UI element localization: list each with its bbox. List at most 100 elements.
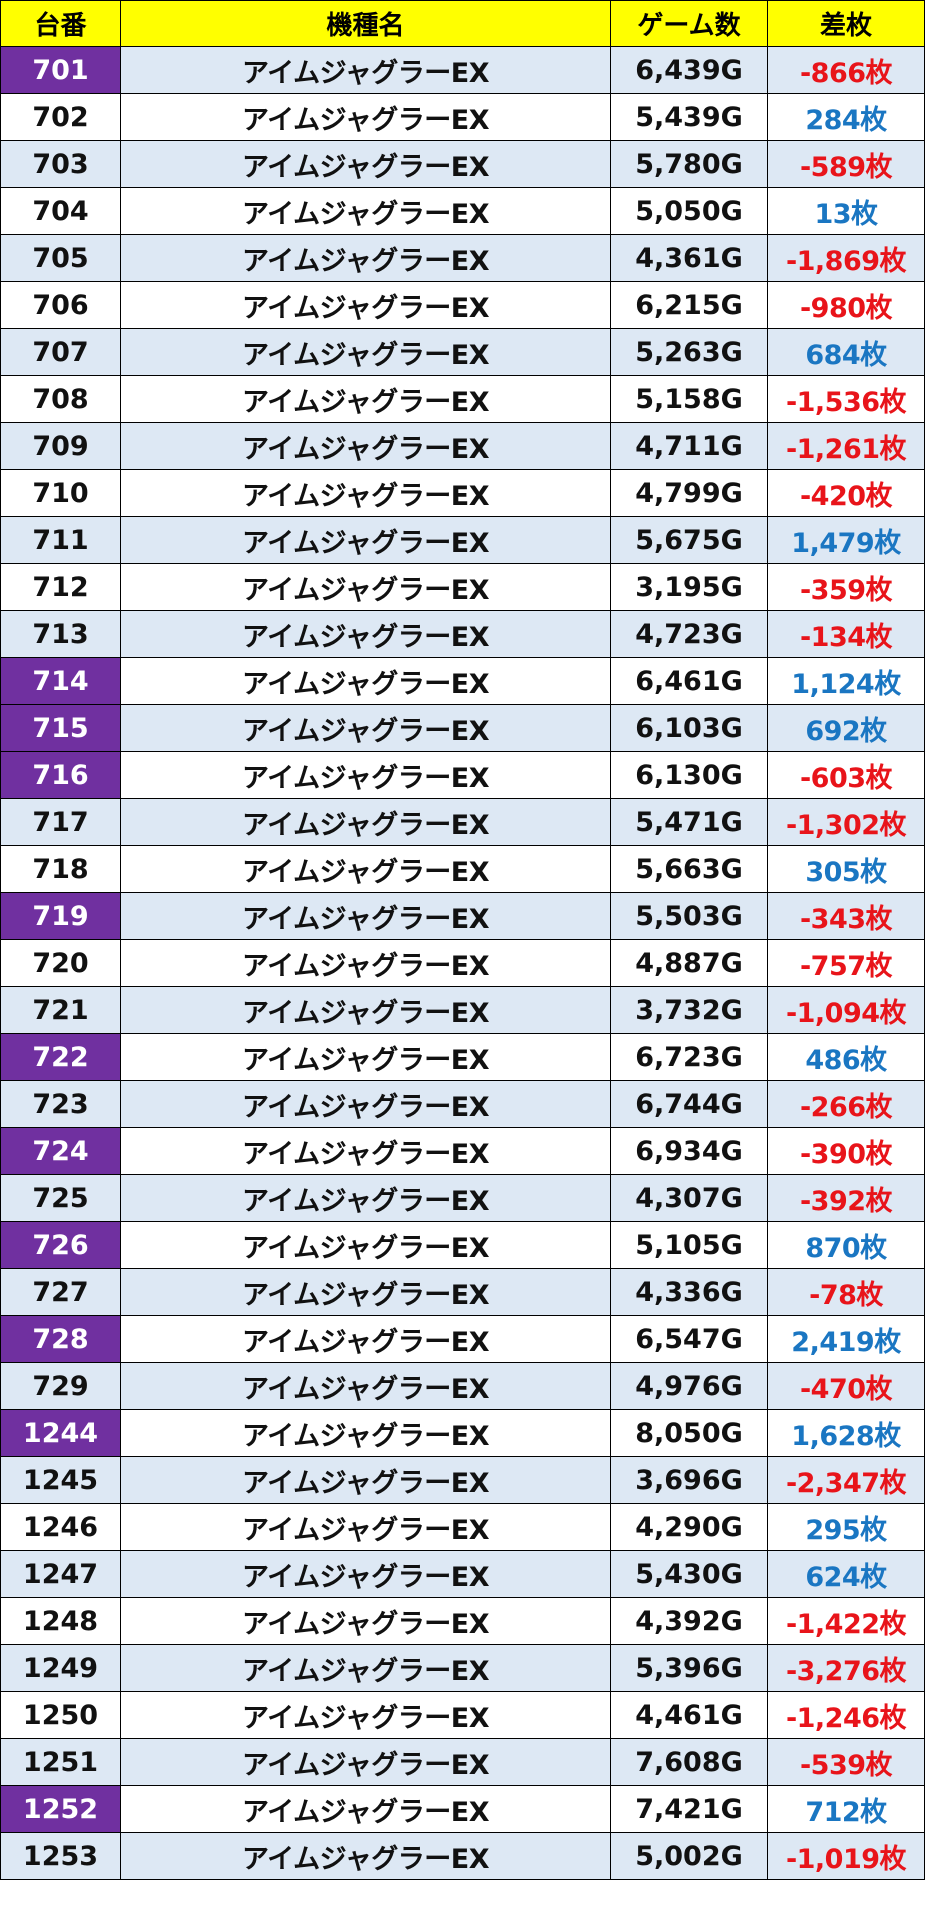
table-row: 713 アイムジャグラーEX 4,723G -134枚 <box>0 610 925 658</box>
model-name-cell: アイムジャグラーEX <box>120 1127 611 1175</box>
model-name-cell: アイムジャグラーEX <box>120 1174 611 1222</box>
game-count-cell: 5,663G <box>610 845 768 893</box>
game-count-cell: 6,215G <box>610 281 768 329</box>
table-row: 712 アイムジャグラーEX 3,195G -359枚 <box>0 563 925 611</box>
machine-no-cell: 721 <box>0 986 121 1034</box>
table-row: 1252 アイムジャグラーEX 7,421G 712枚 <box>0 1785 925 1833</box>
model-name-cell: アイムジャグラーEX <box>120 46 611 94</box>
model-name-cell: アイムジャグラーEX <box>120 751 611 799</box>
table-row: 729 アイムジャグラーEX 4,976G -470枚 <box>0 1362 925 1410</box>
model-name-cell: アイムジャグラーEX <box>120 1033 611 1081</box>
game-count-cell: 6,723G <box>610 1033 768 1081</box>
table-row: 725 アイムジャグラーEX 4,307G -392枚 <box>0 1174 925 1222</box>
table-row: 1250 アイムジャグラーEX 4,461G -1,246枚 <box>0 1691 925 1739</box>
machine-no-cell: 1245 <box>0 1456 121 1504</box>
game-count-cell: 8,050G <box>610 1409 768 1457</box>
coin-diff-cell: -343枚 <box>767 892 925 940</box>
table-row: 711 アイムジャグラーEX 5,675G 1,479枚 <box>0 516 925 564</box>
coin-diff-cell: -1,422枚 <box>767 1597 925 1645</box>
table-row: 702 アイムジャグラーEX 5,439G 284枚 <box>0 93 925 141</box>
table-row: 706 アイムジャグラーEX 6,215G -980枚 <box>0 281 925 329</box>
coin-diff-cell: -603枚 <box>767 751 925 799</box>
table-row: 717 アイムジャグラーEX 5,471G -1,302枚 <box>0 798 925 846</box>
coin-diff-cell: 486枚 <box>767 1033 925 1081</box>
coin-diff-cell: 13枚 <box>767 187 925 235</box>
table-row: 726 アイムジャグラーEX 5,105G 870枚 <box>0 1221 925 1269</box>
game-count-cell: 4,307G <box>610 1174 768 1222</box>
machine-no-cell: 708 <box>0 375 121 423</box>
model-name-cell: アイムジャグラーEX <box>120 1597 611 1645</box>
model-name-cell: アイムジャグラーEX <box>120 892 611 940</box>
coin-diff-cell: -539枚 <box>767 1738 925 1786</box>
machine-no-cell: 723 <box>0 1080 121 1128</box>
model-name-cell: アイムジャグラーEX <box>120 187 611 235</box>
game-count-cell: 6,547G <box>610 1315 768 1363</box>
game-count-cell: 4,461G <box>610 1691 768 1739</box>
coin-diff-cell: 1,124枚 <box>767 657 925 705</box>
coin-diff-cell: -2,347枚 <box>767 1456 925 1504</box>
table-row: 701 アイムジャグラーEX 6,439G -866枚 <box>0 46 925 94</box>
table-row: 718 アイムジャグラーEX 5,663G 305枚 <box>0 845 925 893</box>
machine-no-cell: 724 <box>0 1127 121 1175</box>
coin-diff-cell: -420枚 <box>767 469 925 517</box>
table-row: 721 アイムジャグラーEX 3,732G -1,094枚 <box>0 986 925 1034</box>
model-name-cell: アイムジャグラーEX <box>120 469 611 517</box>
table-row: 707 アイムジャグラーEX 5,263G 684枚 <box>0 328 925 376</box>
model-name-cell: アイムジャグラーEX <box>120 798 611 846</box>
table-row: 724 アイムジャグラーEX 6,934G -390枚 <box>0 1127 925 1175</box>
machine-no-cell: 720 <box>0 939 121 987</box>
model-name-cell: アイムジャグラーEX <box>120 657 611 705</box>
machine-no-cell: 702 <box>0 93 121 141</box>
model-name-cell: アイムジャグラーEX <box>120 422 611 470</box>
model-name-cell: アイムジャグラーEX <box>120 1503 611 1551</box>
coin-diff-cell: 870枚 <box>767 1221 925 1269</box>
table-row: 1245 アイムジャグラーEX 3,696G -2,347枚 <box>0 1456 925 1504</box>
machine-no-cell: 711 <box>0 516 121 564</box>
coin-diff-cell: -1,302枚 <box>767 798 925 846</box>
table-row: 727 アイムジャグラーEX 4,336G -78枚 <box>0 1268 925 1316</box>
model-name-cell: アイムジャグラーEX <box>120 1785 611 1833</box>
machine-no-cell: 1253 <box>0 1832 121 1880</box>
coin-diff-cell: 305枚 <box>767 845 925 893</box>
table-row: 1247 アイムジャグラーEX 5,430G 624枚 <box>0 1550 925 1598</box>
table-row: 716 アイムジャグラーEX 6,130G -603枚 <box>0 751 925 799</box>
coin-diff-cell: 1,479枚 <box>767 516 925 564</box>
model-name-cell: アイムジャグラーEX <box>120 1550 611 1598</box>
table-row: 710 アイムジャグラーEX 4,799G -420枚 <box>0 469 925 517</box>
game-count-cell: 7,608G <box>610 1738 768 1786</box>
game-count-cell: 3,732G <box>610 986 768 1034</box>
coin-diff-cell: -1,094枚 <box>767 986 925 1034</box>
game-count-cell: 5,503G <box>610 892 768 940</box>
table-row: 1248 アイムジャグラーEX 4,392G -1,422枚 <box>0 1597 925 1645</box>
coin-diff-cell: 2,419枚 <box>767 1315 925 1363</box>
table-row: 705 アイムジャグラーEX 4,361G -1,869枚 <box>0 234 925 282</box>
game-count-cell: 5,263G <box>610 328 768 376</box>
game-count-cell: 5,050G <box>610 187 768 235</box>
model-name-cell: アイムジャグラーEX <box>120 1080 611 1128</box>
coin-diff-cell: -866枚 <box>767 46 925 94</box>
machine-no-cell: 712 <box>0 563 121 611</box>
game-count-cell: 4,711G <box>610 422 768 470</box>
machine-no-cell: 714 <box>0 657 121 705</box>
machine-no-cell: 715 <box>0 704 121 752</box>
table-row: 708 アイムジャグラーEX 5,158G -1,536枚 <box>0 375 925 423</box>
game-count-cell: 5,675G <box>610 516 768 564</box>
table-row: 703 アイムジャグラーEX 5,780G -589枚 <box>0 140 925 188</box>
model-name-cell: アイムジャグラーEX <box>120 1409 611 1457</box>
table-row: 723 アイムジャグラーEX 6,744G -266枚 <box>0 1080 925 1128</box>
coin-diff-cell: -78枚 <box>767 1268 925 1316</box>
model-name-cell: アイムジャグラーEX <box>120 845 611 893</box>
coin-diff-cell: -134枚 <box>767 610 925 658</box>
model-name-cell: アイムジャグラーEX <box>120 610 611 658</box>
machine-no-cell: 728 <box>0 1315 121 1363</box>
table-row: 1246 アイムジャグラーEX 4,290G 295枚 <box>0 1503 925 1551</box>
model-name-cell: アイムジャグラーEX <box>120 516 611 564</box>
coin-diff-cell: -470枚 <box>767 1362 925 1410</box>
coin-diff-cell: -1,019枚 <box>767 1832 925 1880</box>
game-count-cell: 7,421G <box>610 1785 768 1833</box>
model-name-cell: アイムジャグラーEX <box>120 939 611 987</box>
model-name-cell: アイムジャグラーEX <box>120 1268 611 1316</box>
coin-diff-cell: 295枚 <box>767 1503 925 1551</box>
game-count-cell: 5,158G <box>610 375 768 423</box>
model-name-cell: アイムジャグラーEX <box>120 563 611 611</box>
